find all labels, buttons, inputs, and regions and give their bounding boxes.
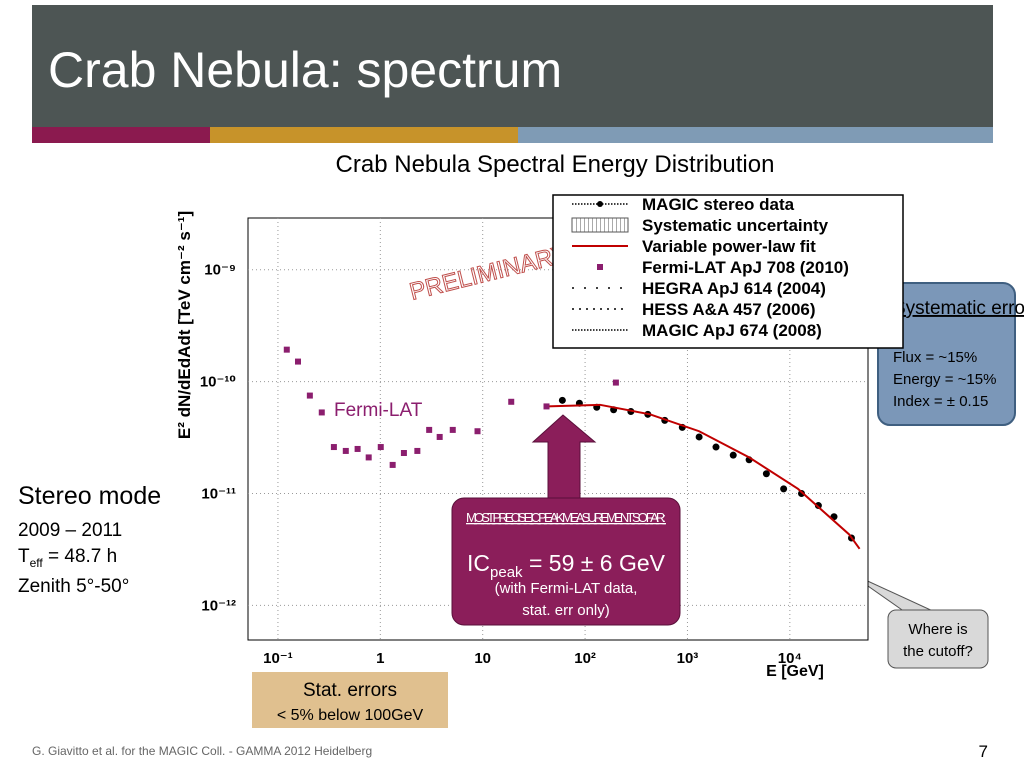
legend-label: HEGRA ApJ 614 (2004) bbox=[642, 279, 826, 298]
peak-value: ICpeak = 59 ± 6 GeV bbox=[467, 550, 666, 581]
subscript: peak bbox=[490, 564, 523, 581]
systematic-box bbox=[877, 282, 1016, 426]
x-axis-label: E [GeV] bbox=[766, 663, 824, 680]
fit-line bbox=[547, 403, 861, 550]
stat-box bbox=[252, 672, 448, 728]
text: IC bbox=[467, 550, 490, 576]
data-point bbox=[426, 426, 433, 433]
callout-text: Where is bbox=[908, 621, 967, 638]
box-heading: MOST PRECISE IC PEAK MEASUREMENT SO FAR: bbox=[466, 510, 666, 525]
x-tick-label: 10³ bbox=[677, 650, 699, 667]
box-text: Flux = ~15% bbox=[893, 349, 977, 366]
accent-strip bbox=[518, 127, 993, 143]
y-axis-label: E² dN/dEdAdt [TeV cm⁻² s⁻¹] bbox=[175, 211, 194, 439]
text: = 59 ± 6 GeV bbox=[523, 550, 666, 576]
data-point bbox=[449, 426, 456, 433]
legend: MAGIC stereo data Systematic uncertainty V… bbox=[552, 194, 904, 349]
x-tick-label: 10² bbox=[574, 650, 596, 667]
accent-strip bbox=[210, 127, 518, 143]
x-tick-label: 1 bbox=[376, 650, 384, 667]
box-text: < 5% below 100GeV bbox=[277, 707, 424, 724]
peak-box bbox=[451, 497, 681, 626]
box-heading: Systematic errors: bbox=[893, 298, 1024, 319]
left-text: 2009 – 2011 bbox=[18, 520, 122, 541]
legend-symbol bbox=[597, 264, 603, 270]
data-point bbox=[400, 450, 407, 457]
legend-symbol bbox=[571, 217, 629, 233]
y-tick-label: 10⁻¹¹ bbox=[201, 485, 236, 502]
x-tick-label: 10⁻¹ bbox=[263, 650, 293, 667]
data-point bbox=[414, 447, 421, 454]
page-number: 7 bbox=[979, 742, 988, 761]
box-text: Stat. errors bbox=[303, 680, 397, 701]
data-point bbox=[354, 445, 361, 452]
y-tick-label: 10⁻¹² bbox=[201, 597, 236, 614]
data-point bbox=[318, 409, 325, 416]
data-point bbox=[365, 454, 372, 461]
cutoff-callout bbox=[887, 609, 989, 669]
annotation: Fermi-LAT bbox=[334, 400, 423, 421]
data-point bbox=[508, 398, 515, 405]
left-heading: Stereo mode bbox=[18, 482, 161, 510]
subscript: eff bbox=[30, 556, 44, 570]
data-point bbox=[389, 461, 396, 468]
slide-title: Crab Nebula: spectrum bbox=[48, 42, 562, 98]
footer: G. Giavitto et al. for the MAGIC Coll. -… bbox=[32, 744, 372, 758]
box-text: Index = ± 0.15 bbox=[893, 393, 988, 410]
legend-label: Fermi-LAT ApJ 708 (2010) bbox=[642, 258, 849, 277]
data-point bbox=[283, 346, 290, 353]
data-point bbox=[436, 433, 443, 440]
data-point bbox=[695, 433, 703, 441]
box-text: stat. err only) bbox=[522, 602, 610, 619]
chart-title: Crab Nebula Spectral Energy Distribution bbox=[336, 151, 775, 178]
data-point bbox=[342, 447, 349, 454]
left-text: Teff = 48.7 h bbox=[18, 546, 117, 570]
data-point bbox=[474, 428, 481, 435]
overlay: MOST PRECISE IC PEAK MEASUREMENT SO FAR:… bbox=[451, 414, 681, 626]
x-tick-label: 10⁴ bbox=[778, 650, 802, 667]
legend-label: HESS A&A 457 (2006) bbox=[642, 300, 816, 319]
title-bar bbox=[32, 5, 993, 127]
data-point bbox=[780, 485, 788, 493]
data-point bbox=[762, 470, 770, 478]
data-point bbox=[330, 444, 337, 451]
text: T bbox=[18, 546, 30, 567]
data-point bbox=[543, 403, 550, 410]
text: = 48.7 h bbox=[43, 546, 117, 567]
x-tick-label: 10 bbox=[474, 650, 491, 667]
left-text: Zenith 5°-50° bbox=[18, 576, 129, 597]
data-point bbox=[712, 443, 720, 451]
legend-box bbox=[552, 194, 904, 349]
data-point bbox=[729, 451, 737, 459]
legend-label: MAGIC ApJ 674 (2008) bbox=[642, 321, 822, 340]
text: Systematic errors: bbox=[893, 298, 1024, 319]
data-point bbox=[294, 358, 301, 365]
data-point bbox=[306, 392, 313, 399]
box-text: Energy = ~15% bbox=[893, 371, 996, 388]
y-tick-label: 10⁻¹⁰ bbox=[200, 374, 236, 391]
callout-text: the cutoff? bbox=[903, 643, 973, 660]
box-text: (with Fermi-LAT data, bbox=[495, 580, 638, 597]
y-tick-label: 10⁻⁹ bbox=[204, 262, 236, 279]
accent-strip bbox=[32, 127, 210, 143]
data-point bbox=[558, 396, 566, 404]
legend-label: Systematic uncertainty bbox=[642, 216, 829, 235]
legend-label: MAGIC stereo data bbox=[642, 195, 795, 214]
data-point bbox=[377, 444, 384, 451]
legend-label: Variable power-law fit bbox=[642, 237, 816, 256]
data-point bbox=[612, 379, 619, 386]
